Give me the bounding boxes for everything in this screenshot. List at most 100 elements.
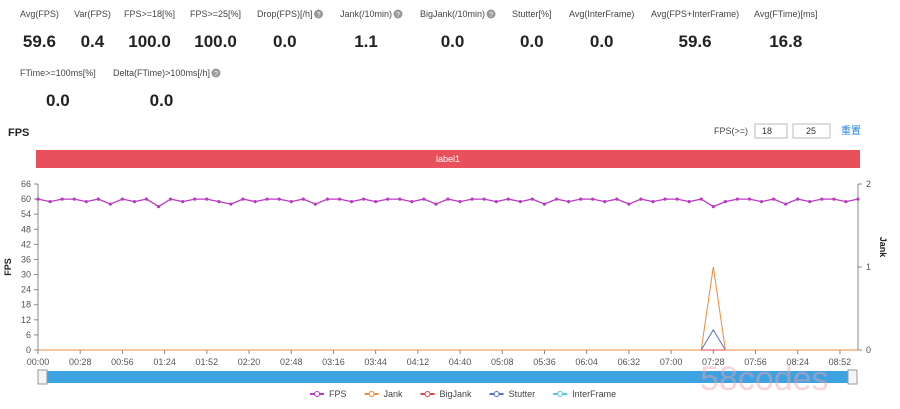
fps-point <box>72 197 76 201</box>
fps-input-text[interactable]: 18 <box>762 126 772 136</box>
metric-value: 0.0 <box>46 91 70 110</box>
metric-value: 59.6 <box>23 32 56 51</box>
legend-item[interactable]: Stutter <box>489 389 536 399</box>
fps-point <box>554 197 559 201</box>
x-tick-label: 00:56 <box>111 357 134 367</box>
chart-title: FPS <box>8 127 29 139</box>
fps-point <box>699 197 703 201</box>
legend-dot <box>368 391 375 397</box>
y-tick-label: 66 <box>21 179 31 189</box>
fps-point <box>434 202 438 206</box>
x-tick-label: 07:00 <box>660 357 683 367</box>
help-icon-mark: ? <box>396 12 400 19</box>
x-tick-label: 03:44 <box>364 357 387 367</box>
fps-point <box>398 197 402 201</box>
y-tick-label: 60 <box>21 194 31 204</box>
help-icon <box>211 68 221 78</box>
fps-point <box>193 197 197 201</box>
y-tick-label: 30 <box>21 270 31 280</box>
fps-point <box>470 197 474 201</box>
metric-label: Avg(InterFrame) <box>569 9 634 19</box>
fps-point <box>144 197 149 201</box>
y-tick-label: 42 <box>21 239 31 249</box>
x-tick-label: 01:24 <box>153 357 176 367</box>
legend-item[interactable]: FPS <box>310 389 347 399</box>
label-band <box>36 150 860 168</box>
fps-point <box>506 197 510 201</box>
help-icon <box>393 9 403 19</box>
metric-value: 1.1 <box>354 32 378 51</box>
fps-point <box>603 200 607 204</box>
fps-point <box>60 197 64 201</box>
legend-dot <box>424 391 431 397</box>
x-tick-label: 00:28 <box>69 357 92 367</box>
fps-input-text[interactable]: 25 <box>806 126 816 136</box>
x-tick-label: 08:24 <box>786 357 809 367</box>
legend-item[interactable]: Jank <box>364 389 404 399</box>
slider-handle[interactable] <box>37 369 48 385</box>
fps-point <box>566 200 571 204</box>
help-icon <box>314 9 324 19</box>
legend-item[interactable]: BigJank <box>420 389 473 399</box>
fps-filter-label: FPS(>=) <box>714 126 748 136</box>
legend-label: Stutter <box>509 389 536 399</box>
metric-label: Avg(FPS+InterFrame) <box>651 9 739 19</box>
fps-point <box>349 200 354 204</box>
fps-point <box>132 200 137 204</box>
fps-input[interactable] <box>754 123 788 139</box>
fps-point <box>615 197 619 201</box>
label-band-text: label1 <box>436 154 460 164</box>
reset-button[interactable]: 重置 <box>841 124 861 137</box>
fps-point <box>639 197 643 201</box>
fps-point <box>808 200 812 204</box>
fps-point <box>711 205 715 209</box>
fps-point <box>446 197 450 201</box>
metric-label: Stutter[%] <box>512 9 552 19</box>
legend-dot <box>557 391 564 397</box>
fps-point <box>289 200 293 204</box>
series-line <box>38 266 858 351</box>
fps-point <box>325 197 330 201</box>
x-tick-label: 07:28 <box>702 357 725 367</box>
fps-point <box>747 197 752 201</box>
x-tick-label: 02:48 <box>280 357 303 367</box>
fps-point <box>458 200 462 204</box>
fps-point <box>301 197 305 201</box>
zoom-slider[interactable] <box>42 371 854 383</box>
metric-value: 16.8 <box>769 32 802 51</box>
fps-point <box>361 197 366 201</box>
x-tick-label: 01:52 <box>196 357 219 367</box>
fps-point <box>675 197 679 201</box>
fps-point <box>422 197 426 201</box>
x-tick-label: 02:20 <box>238 357 261 367</box>
fps-point <box>591 197 595 201</box>
fps-point <box>796 197 800 201</box>
fps-point <box>96 197 100 201</box>
metric-label: Avg(FPS) <box>20 9 59 19</box>
fps-point <box>253 200 257 204</box>
fps-point <box>181 200 185 204</box>
x-tick-label: 06:32 <box>618 357 641 367</box>
fps-point <box>108 202 112 206</box>
fps-point <box>120 197 125 201</box>
fps-point <box>482 197 486 201</box>
series-line <box>38 328 858 351</box>
help-icon-mark: ? <box>489 12 493 19</box>
x-tick-label: 06:04 <box>575 357 598 367</box>
fps-point <box>156 205 161 209</box>
y-tick-label: 36 <box>21 254 31 264</box>
metric-label: Avg(FTime)[ms] <box>754 9 818 19</box>
fps-point <box>530 197 535 201</box>
legend-label: InterFrame <box>572 389 616 399</box>
fps-point <box>771 197 776 201</box>
fps-point <box>410 200 414 204</box>
x-tick-label: 05:08 <box>491 357 514 367</box>
metric-label: Var(FPS) <box>74 9 111 19</box>
x-tick-label: 04:40 <box>449 357 472 367</box>
y2-tick-label: 1 <box>866 262 871 272</box>
slider-handle[interactable] <box>847 369 858 385</box>
fps-point <box>265 197 269 201</box>
legend-item[interactable]: InterFrame <box>553 389 616 399</box>
fps-input[interactable] <box>792 123 831 139</box>
fps-point <box>832 197 836 201</box>
